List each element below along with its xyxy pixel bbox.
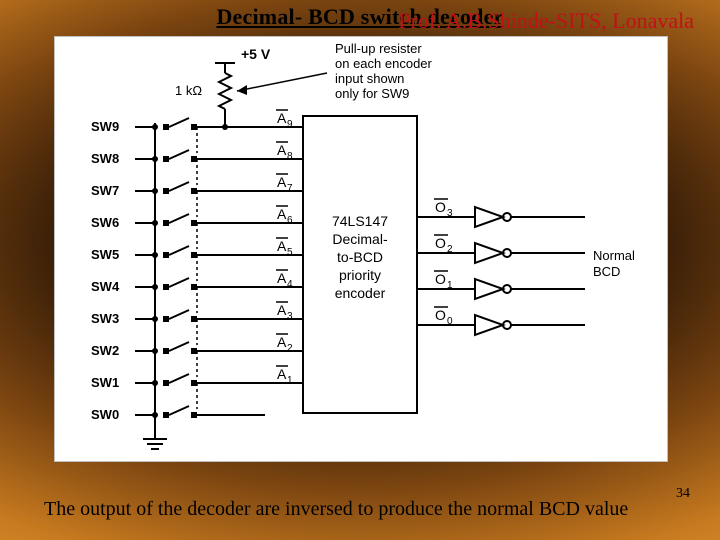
page-number: 34 (676, 486, 690, 502)
svg-text:5: 5 (287, 247, 293, 258)
svg-text:A: A (277, 334, 287, 350)
svg-text:Decimal-: Decimal- (332, 231, 388, 247)
svg-text:1 kΩ: 1 kΩ (175, 83, 202, 98)
svg-text:Pull-up resister: Pull-up resister (335, 41, 422, 56)
svg-text:to-BCD: to-BCD (337, 249, 383, 265)
svg-text:SW5: SW5 (91, 247, 119, 262)
svg-text:only for SW9: only for SW9 (335, 86, 409, 101)
svg-text:encoder: encoder (335, 285, 386, 301)
svg-text:on each encoder: on each encoder (335, 56, 433, 71)
circuit-diagram: 74LS147 Decimal-to-BCD priority encoder +5 V… (54, 36, 668, 462)
svg-text:6: 6 (287, 215, 293, 226)
svg-text:9: 9 (287, 119, 293, 130)
svg-text:A: A (277, 366, 287, 382)
svg-text:SW1: SW1 (91, 375, 119, 390)
svg-text:1: 1 (287, 375, 293, 386)
svg-text:SW8: SW8 (91, 151, 119, 166)
svg-text:+5 V: +5 V (241, 46, 271, 62)
svg-text:input shown: input shown (335, 71, 404, 86)
svg-text:0: 0 (447, 316, 453, 327)
svg-text:SW0: SW0 (91, 407, 119, 422)
slide-caption: The output of the decoder are inversed t… (44, 497, 660, 522)
svg-text:4: 4 (287, 279, 293, 290)
svg-text:2: 2 (447, 244, 453, 255)
svg-text:2: 2 (287, 343, 293, 354)
svg-text:SW9: SW9 (91, 119, 119, 134)
svg-text:8: 8 (287, 151, 293, 162)
svg-text:1: 1 (447, 280, 453, 291)
svg-text:BCD: BCD (593, 264, 620, 279)
svg-text:3: 3 (287, 311, 293, 322)
watermark-text: Prof. A.B.Shinde-SITS, Lonavala (398, 8, 694, 34)
svg-text:O: O (435, 307, 446, 323)
svg-text:SW7: SW7 (91, 183, 119, 198)
svg-text:A: A (277, 238, 287, 254)
svg-text:SW2: SW2 (91, 343, 119, 358)
svg-text:O: O (435, 235, 446, 251)
svg-text:Normal: Normal (593, 248, 635, 263)
circuit-svg: 74LS147 Decimal-to-BCD priority encoder +5 V… (55, 37, 667, 461)
svg-text:A: A (277, 174, 287, 190)
svg-text:priority: priority (339, 267, 381, 283)
svg-text:SW6: SW6 (91, 215, 119, 230)
svg-text:SW4: SW4 (91, 279, 120, 294)
svg-text:3: 3 (447, 208, 453, 219)
svg-text:O: O (435, 199, 446, 215)
svg-text:A: A (277, 302, 287, 318)
svg-text:A: A (277, 110, 287, 126)
svg-text:7: 7 (287, 183, 293, 194)
svg-text:A: A (277, 270, 287, 286)
svg-text:A: A (277, 206, 287, 222)
svg-text:O: O (435, 271, 446, 287)
svg-text:SW3: SW3 (91, 311, 119, 326)
svg-text:74LS147: 74LS147 (332, 213, 388, 229)
svg-text:A: A (277, 142, 287, 158)
